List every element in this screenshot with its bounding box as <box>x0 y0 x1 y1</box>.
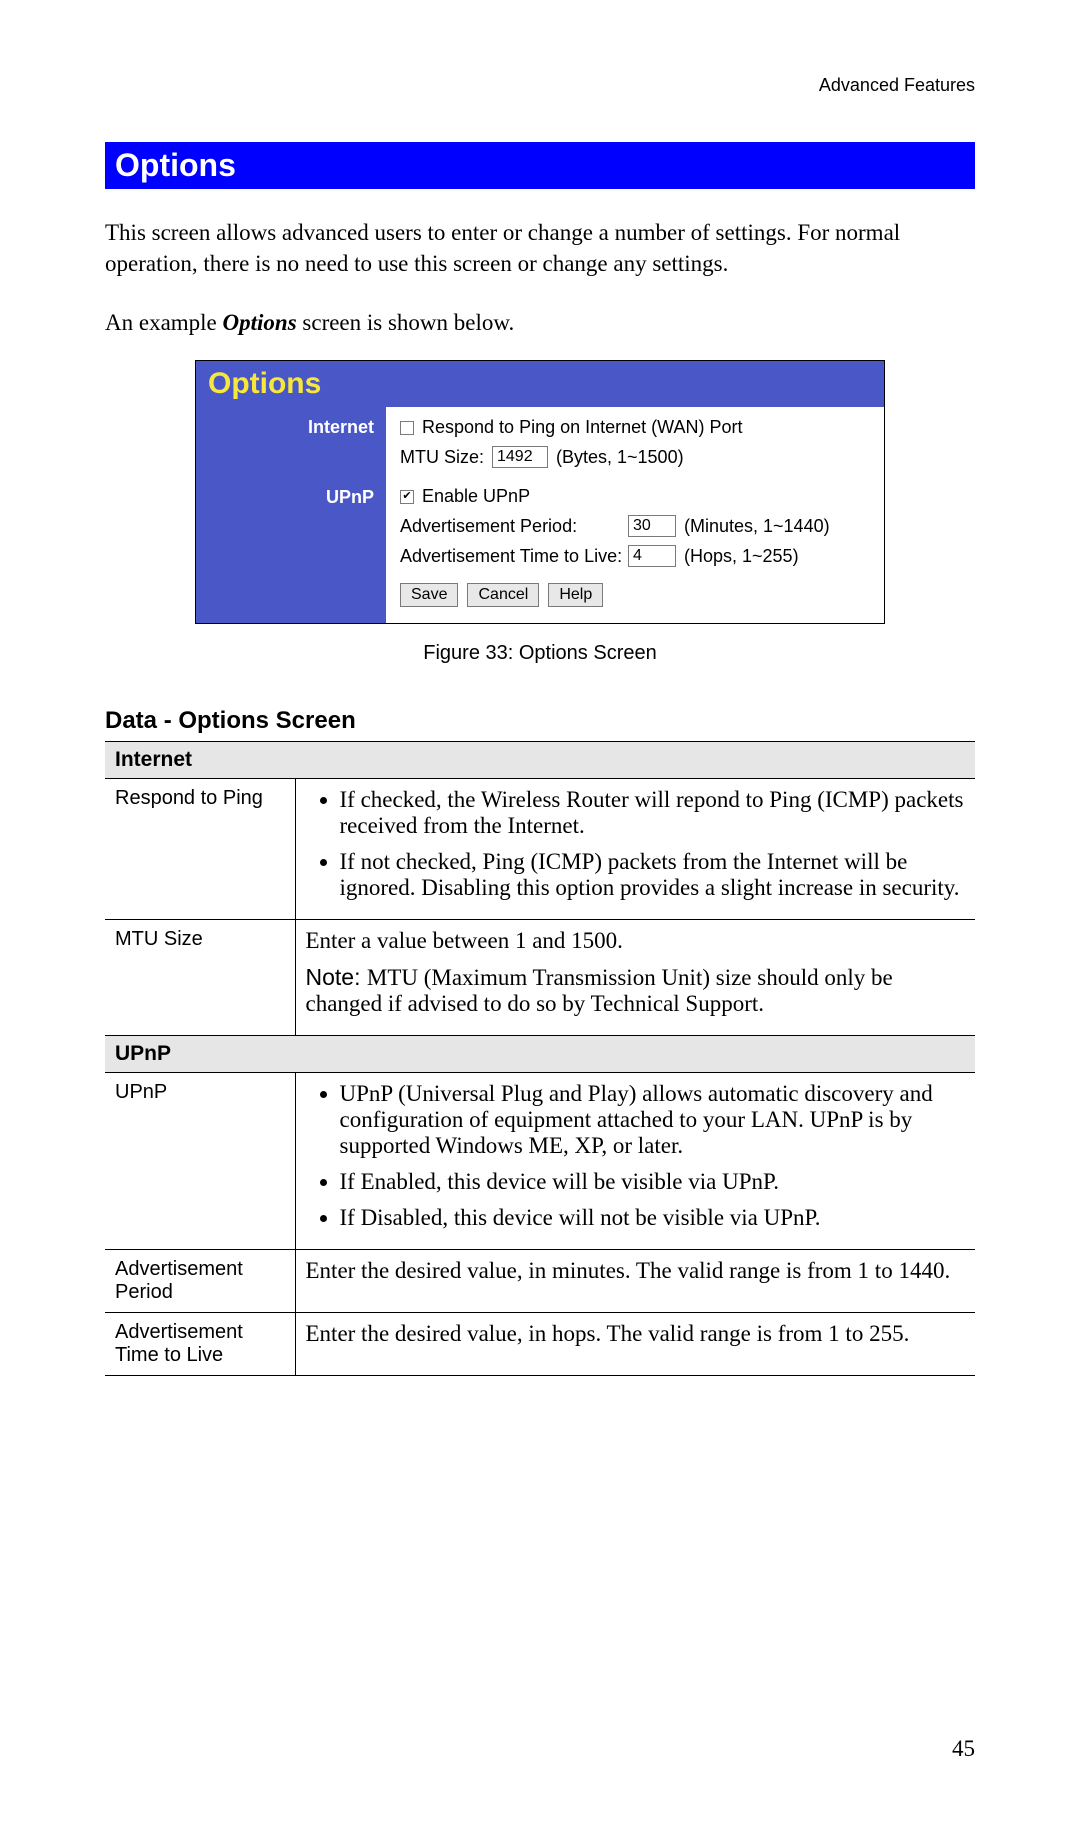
row-mtu-label: MTU Size <box>105 920 295 1036</box>
options-screenshot: Options Internet UPnP Respond to Ping on… <box>195 360 885 624</box>
adv-ttl-input[interactable] <box>628 545 676 567</box>
respond-ping-checkbox[interactable] <box>400 421 414 435</box>
adv-period-hint: (Minutes, 1~1440) <box>684 516 830 537</box>
enable-upnp-label: Enable UPnP <box>422 486 530 507</box>
adv-period-label: Advertisement Period: <box>400 516 628 537</box>
screenshot-title: Options <box>196 361 884 407</box>
respond-bullet-1: If checked, the Wireless Router will rep… <box>340 787 966 839</box>
upnp-bullet-3: If Disabled, this device will not be vis… <box>340 1205 966 1231</box>
enable-upnp-checkbox[interactable] <box>400 490 414 504</box>
respond-ping-label: Respond to Ping on Internet (WAN) Port <box>422 417 742 438</box>
data-heading: Data - Options Screen <box>105 707 975 735</box>
mtu-hint: (Bytes, 1~1500) <box>556 447 684 468</box>
section-title-banner: Options <box>105 142 975 189</box>
example-strong: Options <box>223 310 297 335</box>
mtu-input[interactable] <box>492 446 548 468</box>
mtu-desc-1: Enter a value between 1 and 1500. <box>306 928 966 954</box>
table-section-internet: Internet <box>105 742 975 779</box>
respond-bullet-2: If not checked, Ping (ICMP) packets from… <box>340 849 966 901</box>
page-number: 45 <box>952 1736 975 1762</box>
table-row: Advertisement Period Enter the desired v… <box>105 1250 975 1313</box>
row-upnp-label: UPnP <box>105 1073 295 1250</box>
adv-ttl-desc: Enter the desired value, in hops. The va… <box>295 1313 975 1376</box>
figure-caption: Figure 33: Options Screen <box>105 642 975 665</box>
adv-ttl-hint: (Hops, 1~255) <box>684 546 799 567</box>
cancel-button[interactable]: Cancel <box>467 583 539 607</box>
table-row: UPnP UPnP (Universal Plug and Play) allo… <box>105 1073 975 1250</box>
mtu-note: Note: MTU (Maximum Transmission Unit) si… <box>306 964 966 1017</box>
adv-ttl-label: Advertisement Time to Live: <box>400 546 628 567</box>
save-button[interactable]: Save <box>400 583 458 607</box>
section-upnp-label: UPnP <box>105 1036 975 1073</box>
intro-paragraph: This screen allows advanced users to ent… <box>105 217 975 279</box>
mtu-note-body: MTU (Maximum Transmission Unit) size sho… <box>306 965 893 1016</box>
row-respond-label: Respond to Ping <box>105 779 295 920</box>
example-prefix: An example <box>105 310 223 335</box>
row-adv-ttl-label: Advertisement Time to Live <box>105 1313 295 1376</box>
ss-label-upnp: UPnP <box>196 487 374 557</box>
mtu-label: MTU Size: <box>400 447 492 468</box>
section-internet-label: Internet <box>105 742 975 779</box>
example-suffix: screen is shown below. <box>297 310 515 335</box>
adv-period-desc: Enter the desired value, in minutes. The… <box>295 1250 975 1313</box>
ss-label-internet: Internet <box>196 417 374 487</box>
table-section-upnp: UPnP <box>105 1036 975 1073</box>
table-row: Advertisement Time to Live Enter the des… <box>105 1313 975 1376</box>
table-row: Respond to Ping If checked, the Wireless… <box>105 779 975 920</box>
data-options-table: Internet Respond to Ping If checked, the… <box>105 741 975 1376</box>
mtu-note-prefix: Note: <box>306 964 367 990</box>
upnp-bullet-2: If Enabled, this device will be visible … <box>340 1169 966 1195</box>
adv-period-input[interactable] <box>628 515 676 537</box>
row-adv-period-label: Advertisement Period <box>105 1250 295 1313</box>
page-header-right: Advanced Features <box>105 75 975 96</box>
upnp-bullet-1: UPnP (Universal Plug and Play) allows au… <box>340 1081 966 1159</box>
table-row: MTU Size Enter a value between 1 and 150… <box>105 920 975 1036</box>
help-button[interactable]: Help <box>548 583 603 607</box>
example-line: An example Options screen is shown below… <box>105 307 975 338</box>
